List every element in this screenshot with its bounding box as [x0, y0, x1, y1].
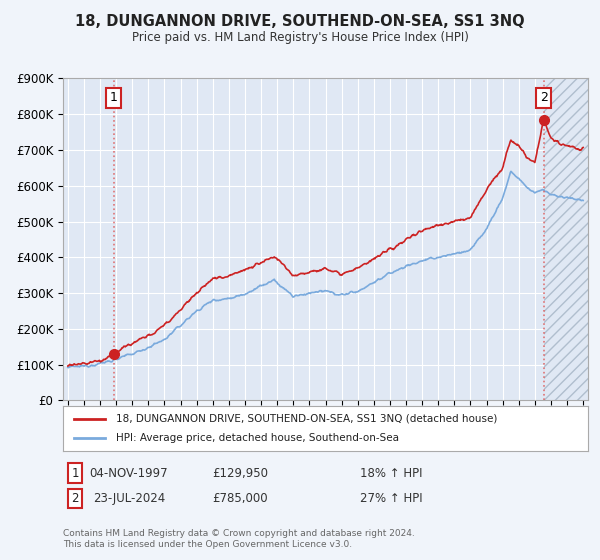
- Text: 1: 1: [110, 91, 118, 104]
- Text: 2: 2: [540, 91, 548, 104]
- Bar: [544, 78, 588, 400]
- Text: HPI: Average price, detached house, Southend-on-Sea: HPI: Average price, detached house, Sout…: [115, 433, 398, 444]
- Text: 1: 1: [71, 466, 79, 480]
- Text: 18, DUNGANNON DRIVE, SOUTHEND-ON-SEA, SS1 3NQ: 18, DUNGANNON DRIVE, SOUTHEND-ON-SEA, SS…: [75, 14, 525, 29]
- Text: Contains HM Land Registry data © Crown copyright and database right 2024.
This d: Contains HM Land Registry data © Crown c…: [63, 529, 415, 549]
- Text: £129,950: £129,950: [212, 466, 268, 480]
- Text: £785,000: £785,000: [212, 492, 268, 505]
- Text: 04-NOV-1997: 04-NOV-1997: [89, 466, 169, 480]
- Text: 2: 2: [71, 492, 79, 505]
- Text: Price paid vs. HM Land Registry's House Price Index (HPI): Price paid vs. HM Land Registry's House …: [131, 31, 469, 44]
- Text: 27% ↑ HPI: 27% ↑ HPI: [360, 492, 422, 505]
- Text: 18, DUNGANNON DRIVE, SOUTHEND-ON-SEA, SS1 3NQ (detached house): 18, DUNGANNON DRIVE, SOUTHEND-ON-SEA, SS…: [115, 413, 497, 423]
- Text: 18% ↑ HPI: 18% ↑ HPI: [360, 466, 422, 480]
- Text: 23-JUL-2024: 23-JUL-2024: [93, 492, 165, 505]
